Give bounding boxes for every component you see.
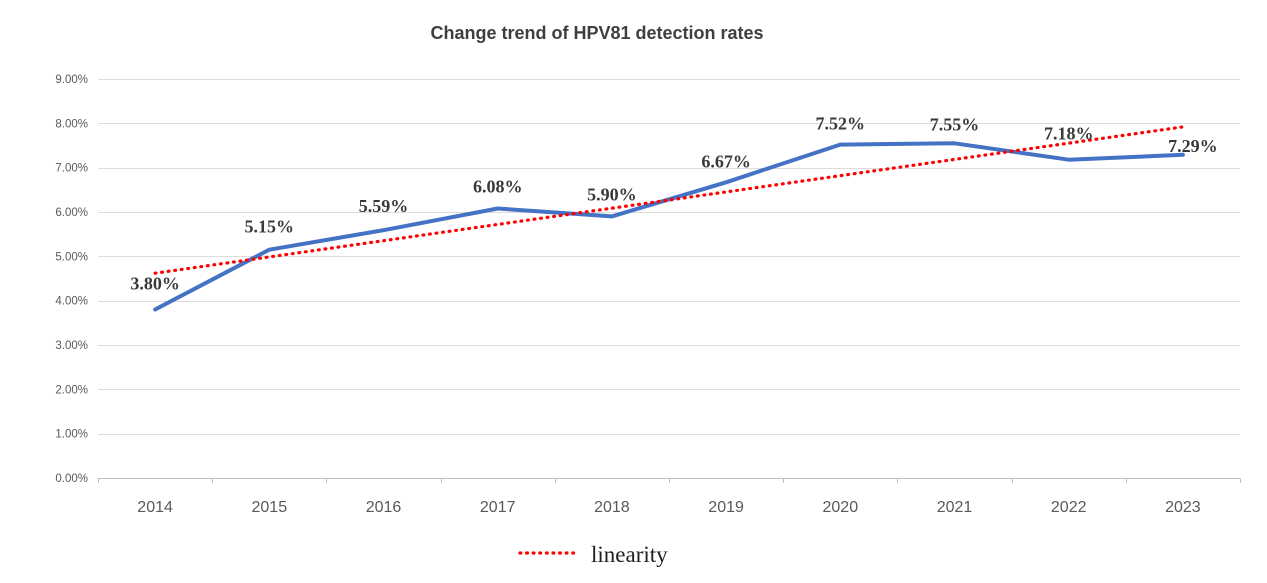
data-point-label: 5.15% — [245, 217, 295, 237]
y-tick-label: 4.00% — [55, 296, 88, 308]
x-tick-label: 2016 — [366, 499, 402, 516]
x-tick-label: 2018 — [594, 499, 630, 516]
x-tick-label: 2017 — [480, 499, 516, 516]
legend: linearity — [518, 542, 668, 567]
y-tick-label: 9.00% — [55, 74, 88, 86]
data-point-label: 3.80% — [130, 274, 180, 294]
trend-line-group — [153, 125, 1185, 275]
y-tick-label: 8.00% — [55, 118, 88, 130]
chart-title: Change trend of HPV81 detection rates — [430, 23, 763, 43]
y-tick-label: 1.00% — [55, 429, 88, 441]
gridlines — [98, 79, 1240, 435]
trend-dotted-line — [153, 125, 1185, 275]
y-tick-label: 6.00% — [55, 207, 88, 219]
y-axis-labels: 0.00% 1.00% 2.00% 3.00% 4.00% 5.00% 6.00% 7.00%… — [55, 74, 88, 485]
x-tick-label: 2022 — [1051, 499, 1087, 516]
x-tick-label: 2019 — [708, 499, 744, 516]
x-tick-label: 2021 — [937, 499, 973, 516]
x-axis-line — [98, 478, 1241, 483]
y-tick-label: 7.00% — [55, 163, 88, 175]
x-tick-label: 2014 — [137, 499, 173, 516]
y-tick-label: 5.00% — [55, 251, 88, 263]
x-tick-label: 2023 — [1165, 499, 1201, 516]
y-tick-label: 3.00% — [55, 340, 88, 352]
data-point-label: 7.52% — [816, 114, 866, 134]
legend-label-linearity: linearity — [591, 542, 668, 567]
x-axis-labels: 2014 2015 2016 2017 2018 2019 2020 2021 2022 2023 — [137, 499, 1200, 516]
y-tick-label: 0.00% — [55, 473, 88, 485]
x-tick-label: 2015 — [252, 499, 288, 516]
data-point-label: 6.08% — [473, 177, 523, 197]
data-point-labels: 3.80% 5.15% 5.59% 6.08% 5.90% 6.67% 7.52% 7.55%… — [130, 114, 1217, 294]
data-point-label: 7.55% — [930, 114, 980, 134]
data-point-label: 5.59% — [359, 196, 409, 216]
x-tick-label: 2020 — [823, 499, 859, 516]
data-point-label: 6.67% — [701, 151, 751, 171]
y-tick-label: 2.00% — [55, 384, 88, 396]
data-point-label: 5.90% — [587, 184, 637, 204]
data-point-label: 7.18% — [1044, 124, 1094, 144]
data-point-label: 7.29% — [1168, 136, 1218, 156]
